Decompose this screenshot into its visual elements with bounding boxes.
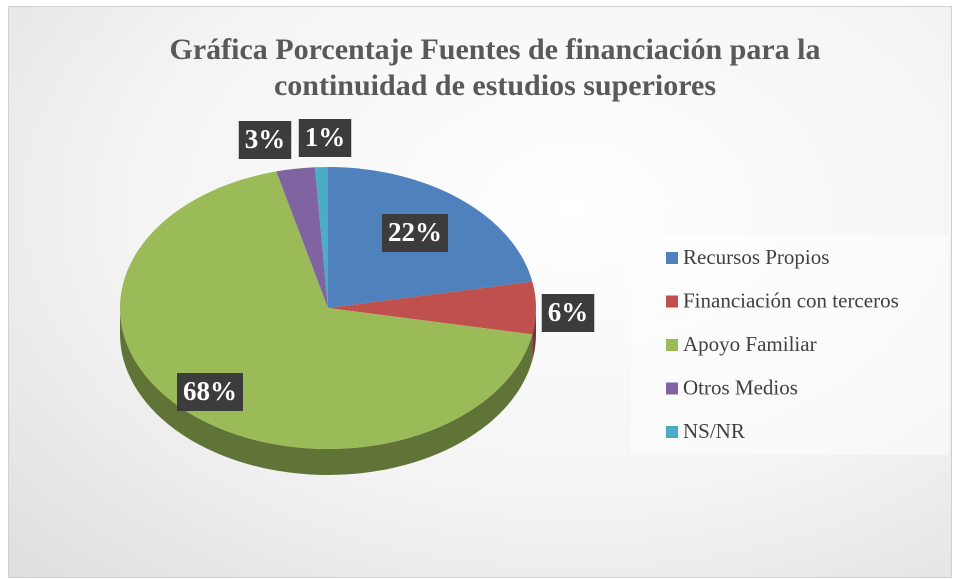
data-label-text: 6% bbox=[548, 297, 589, 327]
data-label: 3% bbox=[238, 121, 292, 159]
data-label-text: 3% bbox=[245, 124, 286, 154]
legend-swatch bbox=[666, 339, 678, 351]
legend-swatch bbox=[666, 426, 678, 438]
chart-title: Gráfica Porcentaje Fuentes de financiaci… bbox=[169, 33, 821, 102]
data-label: 6% bbox=[541, 294, 595, 332]
data-label: 1% bbox=[298, 119, 352, 157]
pie-side bbox=[120, 308, 533, 475]
data-label-box bbox=[298, 119, 352, 157]
data-label-text: 68% bbox=[183, 376, 237, 406]
legend-swatch bbox=[666, 295, 678, 308]
data-label: 68% bbox=[177, 373, 243, 411]
data-label-text: 1% bbox=[305, 122, 346, 152]
pie-slice bbox=[314, 167, 328, 308]
data-label-text: 22% bbox=[388, 217, 442, 247]
data-label: 22% bbox=[382, 214, 448, 252]
data-label-box bbox=[541, 294, 595, 332]
legend-box bbox=[631, 235, 949, 455]
pie-slice bbox=[328, 281, 536, 335]
legend-label: Recursos Propios bbox=[683, 245, 829, 269]
legend-swatch bbox=[666, 252, 678, 264]
pie-slice bbox=[276, 167, 328, 308]
legend-label: Apoyo Familiar bbox=[683, 332, 817, 356]
data-label-box bbox=[177, 373, 243, 411]
legend-label: NS/NR bbox=[683, 419, 745, 443]
pie-side bbox=[532, 308, 536, 361]
legend-label: Financiación con terceros bbox=[683, 288, 899, 312]
legend-label: Otros Medios bbox=[683, 375, 798, 399]
legend-swatch bbox=[666, 382, 678, 395]
data-label-box bbox=[238, 121, 292, 159]
data-label-box bbox=[382, 214, 448, 252]
